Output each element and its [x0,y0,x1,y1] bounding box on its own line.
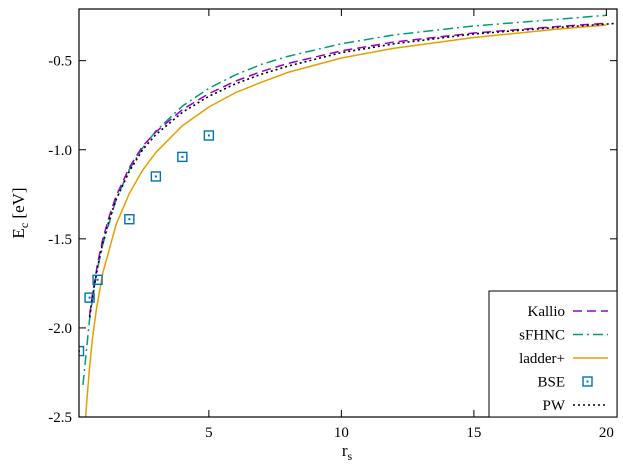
legend: Kallio sFHNC ladder+ BSE PW [488,290,618,418]
y-tick-label: -1.0 [48,143,72,159]
x-tick-label: 10 [334,425,349,441]
x-axis-title: rs [342,441,353,463]
series-bse-point [124,214,135,225]
legend-swatch-bse [582,376,593,387]
legend-label-bse: BSE [537,375,565,391]
y-tick-label: -2.0 [48,321,72,337]
plot-frame [78,8,618,418]
y-tick-label: -2.5 [48,410,72,426]
legend-label-pw: PW [543,398,566,414]
series-bse-point [177,151,188,163]
series-sfhnc-line [82,14,607,386]
y-axis-title: Ec [eV] [9,187,31,238]
x-tick-label: 5 [205,425,213,441]
ticks-layer: 5 10 15 20 -2.5 -2.0 -1.5 -1.0 -0.5 [48,9,617,441]
x-tick-label: 20 [599,425,614,441]
series-pw-line [88,22,617,318]
series-bse-point [150,171,162,182]
series-bse-point [203,130,215,141]
series-layer [79,14,617,417]
legend-label-sfhnc: sFHNC [519,328,565,344]
series-kallio-line [88,22,607,316]
series-bse-point [92,274,103,286]
legend-label-ladder: ladder+ [519,351,565,367]
y-tick-label: -0.5 [48,54,72,70]
series-bse-point [84,292,95,303]
legend-label-kallio: Kallio [528,304,566,320]
y-tick-label: -1.5 [48,232,72,248]
legend-box [488,290,618,418]
series-ladder-line [84,24,607,417]
x-tick-label: 15 [466,425,481,441]
